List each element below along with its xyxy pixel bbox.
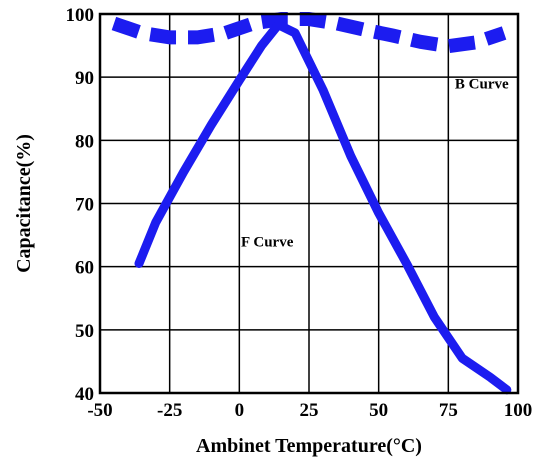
y-tick-label: 100 (66, 5, 95, 26)
x-tick-label: 75 (439, 400, 458, 421)
x-tick-label: 50 (369, 400, 388, 421)
x-tick-label: -25 (157, 400, 182, 421)
x-tick-label: -50 (87, 400, 112, 421)
curve-label: F Curve (241, 234, 294, 250)
x-tick-label: 25 (300, 400, 319, 421)
y-tick-label: 70 (75, 195, 94, 216)
tick-labels: -50 -25 0 25 50 75 100 40 50 60 70 80 90 100 (66, 5, 533, 421)
x-axis-title: Ambinet Temperature(°C) (196, 435, 422, 457)
y-tick-label: 90 (75, 68, 94, 89)
b-curve-line (111, 12, 507, 54)
y-tick-label: 60 (75, 258, 94, 279)
y-tick-label: 50 (75, 321, 94, 342)
y-tick-label: 80 (75, 131, 94, 152)
y-axis-title: Capacitance(%) (13, 134, 35, 273)
f-curve-line (134, 20, 512, 395)
curve-labels: B Curve F Curve (241, 76, 509, 250)
x-tick-label: 100 (504, 400, 533, 421)
series-layer (111, 12, 512, 395)
x-tick-label: 0 (235, 400, 245, 421)
curve-label: B Curve (455, 76, 509, 92)
plot-frame (98, 12, 520, 395)
y-tick-label: 40 (75, 384, 94, 405)
